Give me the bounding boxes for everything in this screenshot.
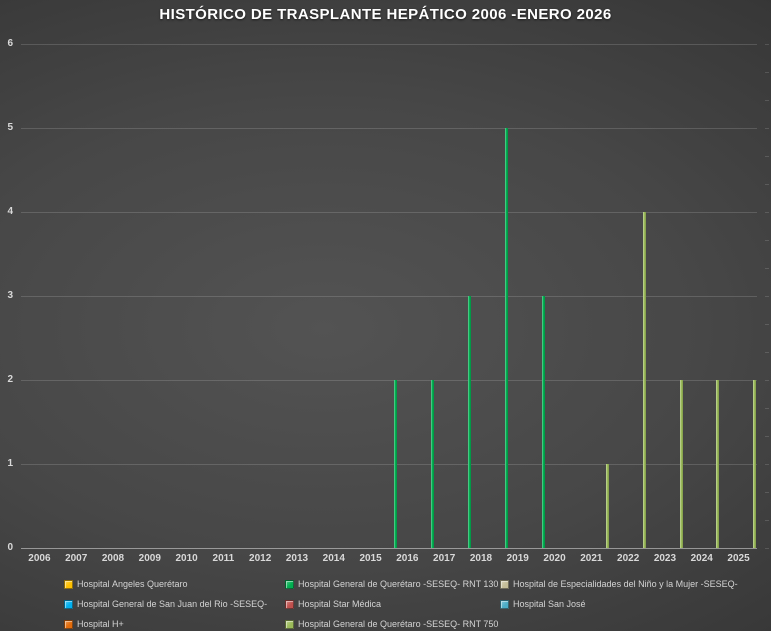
minor-tick: [765, 44, 769, 45]
gridline: [21, 44, 757, 45]
minor-tick: [765, 128, 769, 129]
x-axis-label: 2010: [175, 553, 198, 564]
legend-label: Hospital General de Querétaro -SESEQ- RN…: [298, 579, 499, 589]
x-axis-label: 2018: [469, 553, 493, 564]
bar: [753, 380, 757, 548]
x-axis-label: 2021: [580, 553, 603, 564]
bar: [642, 212, 646, 548]
x-axis-label: 2022: [617, 553, 640, 564]
legend-swatch-icon: [64, 599, 73, 609]
minor-tick: [765, 492, 769, 493]
bar: [468, 296, 471, 548]
legend-item: Hospital General de Querétaro -SESEQ- RN…: [285, 619, 500, 629]
x-axis-label: 2019: [506, 553, 529, 564]
x-axis-label: 2024: [690, 553, 713, 564]
y-axis-label: 2: [7, 374, 13, 385]
secondary-axis-ticks: [763, 44, 769, 549]
minor-tick: [765, 100, 769, 101]
legend-label: Hospital Star Médica: [298, 599, 382, 609]
x-axis-label: 2009: [138, 553, 161, 564]
minor-tick: [765, 268, 769, 269]
legend-label: Hospital San José: [513, 599, 586, 609]
gridline: [21, 212, 757, 213]
legend-label: Hospital General de San Juan del Rio -SE…: [77, 599, 268, 609]
legend-swatch-icon: [500, 579, 509, 589]
x-axis-label: 2017: [433, 553, 456, 564]
bar: [541, 296, 545, 548]
gridline: [21, 296, 757, 297]
minor-tick: [765, 184, 769, 185]
x-axis-label: 2015: [359, 553, 382, 564]
y-axis-label: 3: [7, 290, 13, 301]
x-axis-label: 2008: [101, 553, 125, 564]
minor-tick: [765, 380, 769, 381]
bar: [716, 380, 720, 548]
y-axis-label: 4: [7, 206, 13, 217]
chart-legend: Hospital Ángeles Querétaro Hospital Gener…: [64, 574, 767, 631]
minor-tick: [765, 464, 769, 465]
minor-tick: [765, 520, 769, 521]
legend-item: Hospital Ángeles Querétaro: [64, 579, 285, 589]
minor-tick: [765, 436, 769, 437]
minor-tick: [765, 156, 769, 157]
legend-label: Hospital General de Querétaro -SESEQ- RN…: [298, 619, 499, 629]
legend-item: Hospital Star Médica: [285, 599, 500, 609]
gridline: [21, 380, 757, 381]
legend-item: Hospital General de San Juan del Rio -SE…: [64, 599, 285, 609]
plot-area: [21, 44, 757, 549]
minor-tick: [765, 408, 769, 409]
legend-item: Hospital H+: [64, 619, 285, 629]
bar: [606, 464, 609, 548]
x-axis-label: 2007: [65, 553, 88, 564]
legend-item: Hospital San José: [500, 599, 767, 609]
gridline: [21, 128, 757, 129]
legend-swatch-icon: [285, 579, 294, 589]
y-axis-label: 1: [7, 458, 13, 469]
y-axis-label: 0: [7, 542, 13, 553]
minor-tick: [765, 296, 769, 297]
bar: [394, 380, 398, 548]
x-axis-label: 2006: [28, 553, 51, 564]
x-axis-label: 2014: [322, 553, 345, 564]
bar: [431, 380, 435, 548]
x-axis-label: 2016: [396, 553, 419, 564]
chart-title: HISTÓRICO DE TRASPLANTE HEPÁTICO 2006 -E…: [159, 6, 612, 23]
legend-swatch-icon: [285, 619, 294, 629]
legend-item: Hospital de Especialidades del Niño y la…: [500, 579, 767, 589]
legend-swatch-icon: [285, 599, 294, 609]
minor-tick: [765, 240, 769, 241]
x-axis-label: 2020: [543, 553, 566, 564]
bar: [679, 380, 683, 548]
x-axis-label: 2011: [212, 553, 235, 564]
gridline: [21, 464, 757, 465]
minor-tick: [765, 72, 769, 73]
minor-tick: [765, 548, 769, 549]
x-axis-label: 2025: [727, 553, 750, 564]
minor-tick: [765, 352, 769, 353]
legend-swatch-icon: [64, 579, 73, 589]
y-axis-labels: 0 1 2 3 4 5 6: [0, 39, 16, 553]
legend-label: Hospital de Especialidades del Niño y la…: [513, 579, 738, 589]
minor-tick: [765, 324, 769, 325]
x-axis-label: 2013: [285, 553, 309, 564]
x-axis-labels: 2006 2007 2008 2009 2010 2011 2012 2013 2014 2015…: [21, 553, 757, 565]
minor-tick: [765, 212, 769, 213]
legend-swatch-icon: [500, 599, 509, 609]
legend-label: Hospital Ángeles Querétaro: [77, 579, 188, 589]
legend-item: Hospital General de Querétaro -SESEQ- RN…: [285, 579, 500, 589]
y-axis-label: 5: [7, 122, 13, 133]
x-axis-label: 2012: [249, 553, 272, 564]
y-axis-label: 6: [7, 38, 13, 49]
legend-label: Hospital H+: [77, 619, 124, 629]
bar: [504, 128, 508, 548]
legend-swatch-icon: [64, 619, 73, 629]
x-axis-label: 2023: [653, 553, 677, 564]
